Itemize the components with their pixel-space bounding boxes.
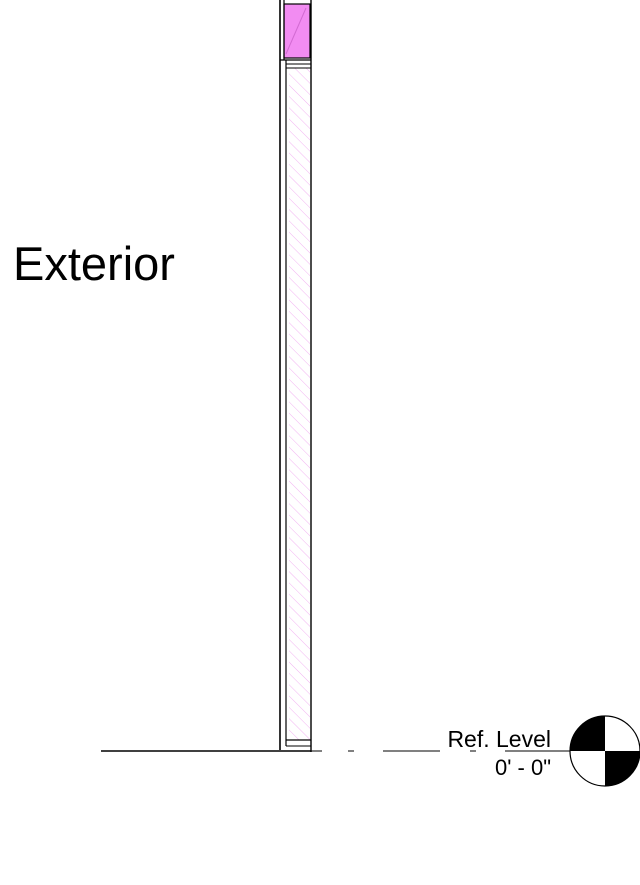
exterior-label: Exterior xyxy=(13,237,175,290)
level-marker[interactable]: Ref. Level 0' - 0" xyxy=(447,715,640,787)
level-target-icon xyxy=(569,715,640,787)
level-target-quadrant-top-left xyxy=(570,716,605,751)
wall-assembly xyxy=(279,0,312,752)
glazing-diagonal xyxy=(285,7,307,55)
wall-hatch-fill xyxy=(289,68,310,740)
level-elevation-label: 0' - 0" xyxy=(495,755,551,780)
level-name-label: Ref. Level xyxy=(447,726,551,752)
level-target-quadrant-bottom-right xyxy=(605,751,640,786)
